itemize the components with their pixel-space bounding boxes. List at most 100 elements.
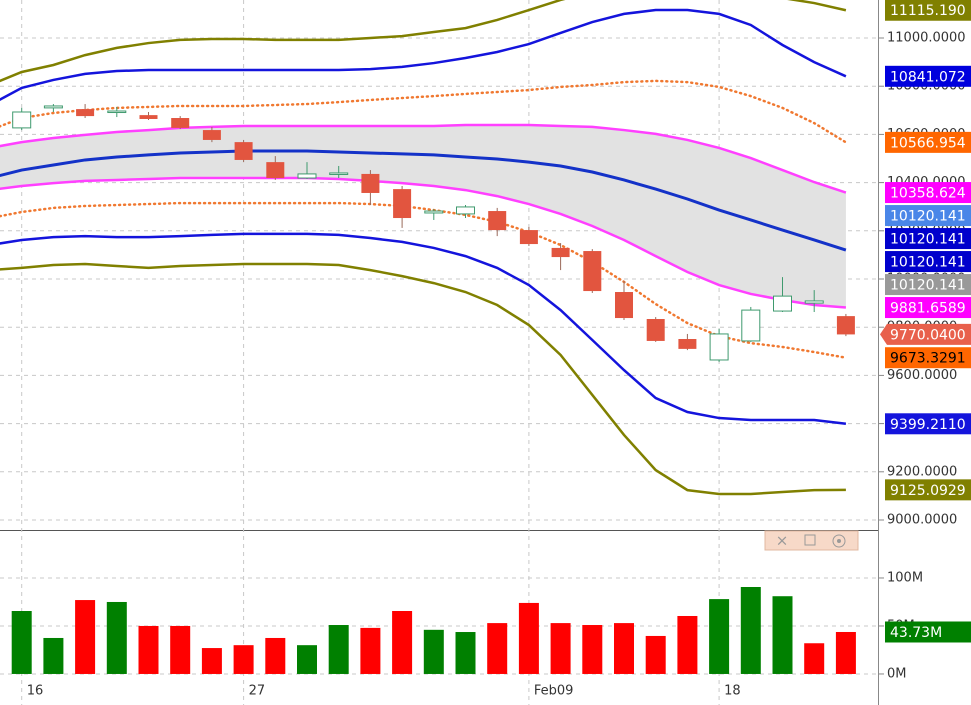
volume-bar — [106, 601, 127, 674]
volume — [11, 587, 856, 674]
x-tick-label: Feb09 — [534, 684, 574, 699]
candle-body — [329, 172, 349, 175]
volume-bar — [835, 631, 856, 674]
price-tag — [885, 621, 971, 643]
price-tag — [885, 413, 971, 435]
price-tag — [885, 479, 971, 501]
band-area — [0, 125, 846, 308]
candle-body — [615, 292, 633, 319]
close-icon[interactable]: × — [776, 532, 789, 550]
price-tag-label: 10358.624 — [890, 186, 966, 202]
volume-bar — [11, 611, 32, 674]
candle-body — [393, 189, 412, 219]
volume-bar — [582, 625, 603, 674]
price-tag-label: 11115.190 — [890, 3, 966, 19]
settings-icon-dot — [837, 539, 841, 543]
x-tick-label: 18 — [724, 684, 741, 699]
y-tick-label: 9600.0000 — [887, 368, 957, 383]
price-tag — [885, 182, 971, 204]
candle-body — [12, 111, 32, 129]
volume-bar — [709, 599, 730, 674]
candles — [12, 104, 855, 362]
volume-bar — [772, 596, 793, 674]
volume-bar — [75, 600, 96, 674]
candle-body — [804, 300, 824, 304]
candle-body — [266, 162, 285, 179]
price-tag-label: 10120.141 — [890, 232, 966, 248]
volume-bar — [645, 635, 666, 674]
indicator-line — [0, 262, 846, 496]
candle-body — [361, 173, 380, 193]
volume-bar — [487, 623, 508, 674]
volume-bar — [265, 637, 286, 674]
candle-body — [678, 339, 697, 349]
volume-bar — [392, 611, 413, 674]
volume-bar — [233, 645, 254, 674]
candle-body — [741, 309, 761, 342]
indicator-line — [0, 8, 847, 102]
price-tag-label: 10566.954 — [890, 135, 966, 151]
volume-bar — [360, 627, 381, 674]
y-tick-label: 11000.0000 — [887, 31, 966, 46]
volume-bar — [614, 623, 634, 674]
candle-body — [234, 142, 253, 160]
volume-bar — [804, 643, 825, 674]
candle-body — [836, 316, 855, 335]
indicator-line — [0, 176, 846, 309]
price-tags: 11115.190 10841.072 10566.954 10358.624 1012… — [880, 0, 971, 643]
candle-body — [488, 211, 507, 231]
price-tag — [885, 251, 971, 273]
price-tag — [885, 347, 971, 369]
candle-body — [76, 109, 95, 117]
y-tick-label: 9000.0000 — [887, 512, 957, 527]
candle-body — [519, 230, 538, 245]
indicator-lines — [0, 0, 848, 496]
price-tag — [885, 0, 971, 21]
volume-bar — [677, 615, 698, 674]
price-tag — [885, 205, 971, 227]
price-tag-label: 10120.141 — [890, 278, 966, 294]
candle-body — [456, 206, 475, 215]
band — [0, 125, 846, 308]
candle-body — [773, 295, 792, 312]
panel-toolbar: × — [764, 530, 859, 551]
price-tag — [885, 274, 971, 296]
price-tag-label: 43.73M — [890, 625, 942, 641]
candle-body — [139, 115, 158, 119]
volume-bar — [138, 625, 159, 674]
volume-bar — [170, 625, 191, 674]
candle-body — [551, 247, 570, 258]
x-tick-label: 16 — [27, 684, 44, 699]
x-tick-label: 27 — [249, 684, 266, 699]
price-tag-label: 10841.072 — [890, 69, 966, 85]
volume-bar — [43, 637, 64, 674]
current-price-tag — [880, 323, 971, 345]
candle-body — [171, 118, 190, 128]
indicator-line — [0, 149, 847, 252]
volume-bar — [297, 645, 317, 674]
candle-body — [297, 173, 317, 179]
price-tag-label: 10120.141 — [890, 255, 966, 271]
price-tag-label: 9881.6589 — [890, 301, 966, 317]
candle-body — [107, 110, 127, 114]
volume-bar — [423, 629, 444, 674]
volume-bar — [201, 648, 222, 674]
volume-bar — [550, 623, 571, 674]
indicator-line — [0, 232, 847, 426]
price-tag-label: 10120.141 — [890, 209, 966, 225]
indicator-line — [0, 79, 848, 144]
settings-icon[interactable] — [832, 534, 846, 548]
candle-body — [424, 210, 444, 214]
maximize-icon[interactable] — [804, 534, 816, 546]
price-tag — [885, 65, 971, 87]
candle-body — [43, 105, 63, 109]
indicator-line — [0, 123, 847, 194]
price-tag-label: 9399.2110 — [890, 417, 966, 433]
price-tag — [885, 297, 971, 319]
volume-bar — [740, 587, 761, 674]
y-tick-label: 100M — [887, 570, 923, 585]
price-tag — [885, 228, 971, 250]
candle-body — [583, 251, 602, 292]
indicator-line — [0, 0, 847, 83]
